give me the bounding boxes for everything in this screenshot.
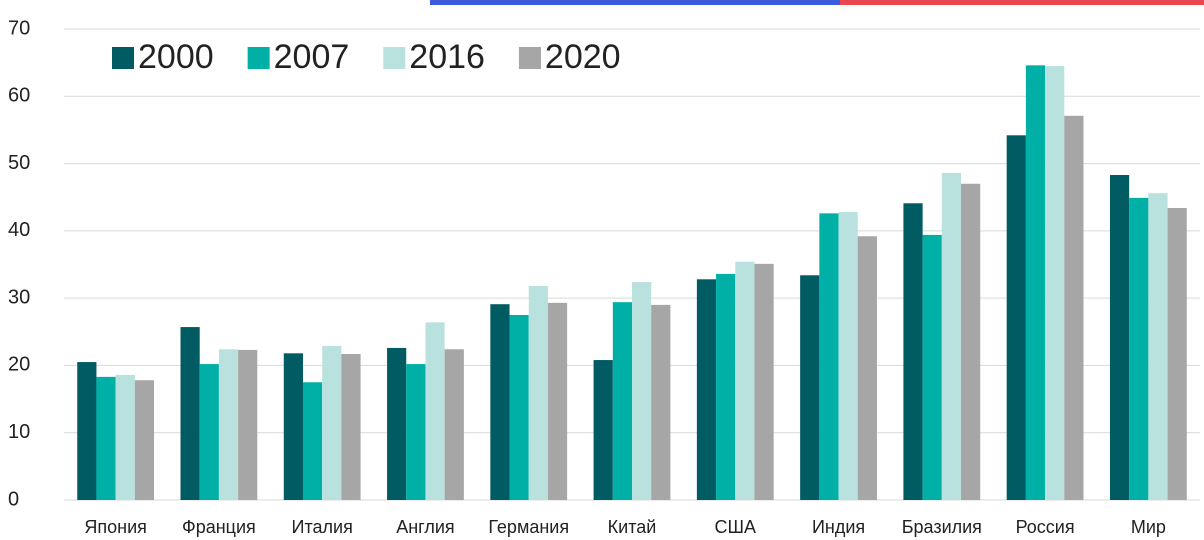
bar <box>425 322 445 500</box>
y-tick-label: 40 <box>8 219 30 241</box>
bar <box>180 327 200 500</box>
bar <box>283 353 303 500</box>
legend-label: 2016 <box>409 38 485 76</box>
x-tick-label: Япония <box>84 517 147 537</box>
bar <box>77 362 97 500</box>
bar <box>696 279 717 500</box>
bar <box>322 345 342 500</box>
legend-swatch <box>112 47 134 69</box>
x-tick-label: Индия <box>812 517 865 537</box>
x-tick-label: Италия <box>292 517 353 537</box>
legend-swatch <box>247 47 270 69</box>
bar <box>1045 66 1065 500</box>
bar <box>1064 115 1084 500</box>
bar <box>800 275 820 500</box>
bar <box>1109 175 1130 500</box>
bar <box>1006 135 1026 500</box>
y-tick-label: 10 <box>8 421 30 443</box>
x-tick-label: США <box>715 517 757 537</box>
bar <box>1148 193 1168 501</box>
x-tick-label: Китай <box>608 517 657 537</box>
x-tick-label: Мир <box>1131 517 1166 537</box>
bar <box>716 273 736 500</box>
x-tick-label: Германия <box>488 517 569 537</box>
bar <box>593 360 613 500</box>
bar <box>96 376 116 500</box>
header-stripe-blue <box>430 0 840 5</box>
y-tick-label: 20 <box>8 354 30 376</box>
x-tick-label: Англия <box>396 517 454 537</box>
bar <box>941 172 962 500</box>
bar <box>961 183 981 500</box>
bar <box>444 349 464 500</box>
bar <box>115 374 135 500</box>
legend-label: 2000 <box>138 38 214 76</box>
bar <box>1129 197 1149 500</box>
bar <box>632 281 652 500</box>
bar <box>838 212 858 500</box>
legend-swatch <box>383 47 406 69</box>
x-tick-label: Франция <box>182 517 256 537</box>
bar <box>238 349 258 500</box>
legend-label: 2020 <box>545 38 621 76</box>
y-tick-label: 30 <box>8 286 30 308</box>
x-tick-label: Россия <box>1016 517 1075 537</box>
bar <box>528 286 548 500</box>
header-stripe-red <box>840 0 1204 5</box>
bar <box>903 203 923 500</box>
bar <box>218 349 239 500</box>
bar <box>754 263 774 500</box>
bar <box>387 347 407 500</box>
bar <box>857 236 877 501</box>
bar <box>651 304 671 500</box>
bar <box>509 314 529 500</box>
y-tick-label: 60 <box>8 85 30 107</box>
bar <box>1167 207 1187 501</box>
bar <box>134 380 155 500</box>
bar <box>1025 65 1046 500</box>
bar <box>735 261 755 500</box>
y-tick-label: 50 <box>8 152 30 174</box>
bar <box>302 382 323 500</box>
legend-swatch <box>518 47 541 69</box>
bar <box>547 302 568 500</box>
x-tick-label: Бразилия <box>902 517 982 537</box>
bar <box>612 302 632 500</box>
y-tick-label: 0 <box>8 488 19 510</box>
y-tick-label: 70 <box>8 17 30 39</box>
legend-label: 2007 <box>274 38 350 76</box>
bar <box>819 213 839 500</box>
bar <box>341 353 361 500</box>
bar <box>199 364 219 500</box>
bar <box>490 304 510 500</box>
bar <box>922 234 942 500</box>
bar <box>406 364 426 500</box>
